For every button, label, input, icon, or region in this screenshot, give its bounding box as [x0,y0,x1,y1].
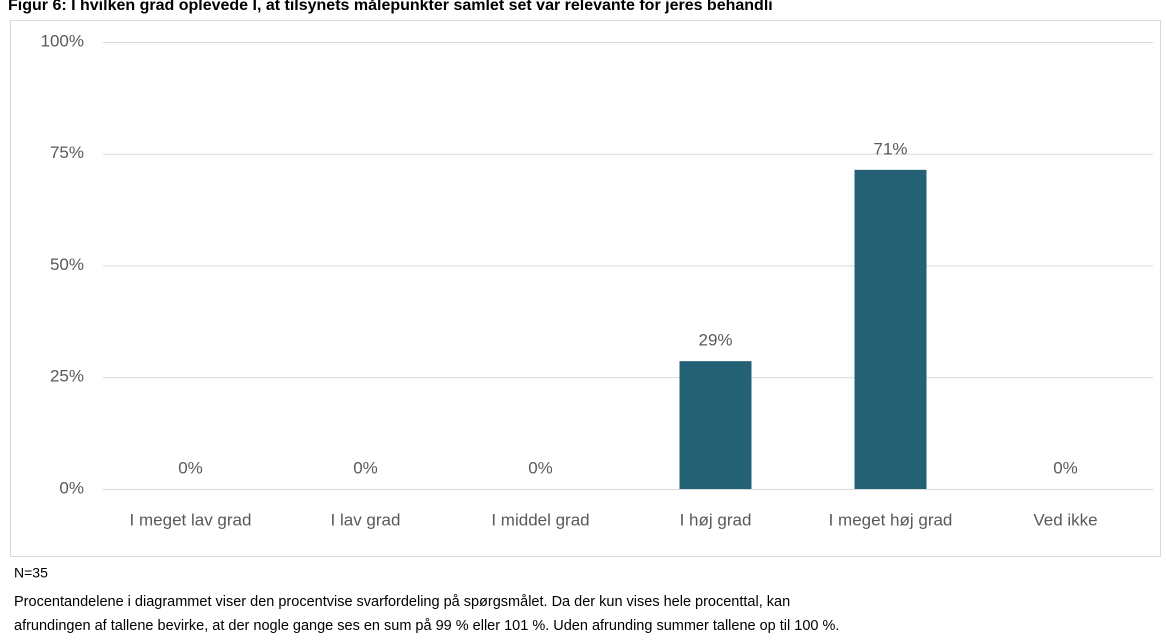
bar [854,169,927,490]
note: afrundingen af tallene bevirke, at der n… [14,618,839,634]
bar [679,361,752,489]
note: N=35 [14,565,48,581]
data-label: 0% [353,458,378,477]
x-tick-label: Ved ikke [1033,510,1097,529]
note: Procentandelene i diagrammet viser den p… [14,594,790,610]
y-tick-label: 100% [41,31,84,50]
data-label: 29% [698,331,732,350]
x-tick-label: I middel grad [491,510,589,529]
y-tick-label: 50% [50,255,84,274]
data-label: 71% [873,139,907,158]
x-tick-label: I meget lav grad [130,510,252,529]
y-tick-label: 75% [50,143,84,162]
chart-title: Figur 6: I hvilken grad oplevede I, at t… [8,0,773,14]
data-label: 0% [178,458,203,477]
x-tick-label: I meget høj grad [829,510,953,529]
y-tick-label: 25% [50,367,84,386]
y-tick-label: 0% [59,478,84,497]
data-label: 0% [528,458,553,477]
chart-frame [10,20,1161,557]
x-tick-label: I høj grad [680,510,752,529]
x-tick-label: I lav grad [331,510,401,529]
data-label: 0% [1053,458,1078,477]
